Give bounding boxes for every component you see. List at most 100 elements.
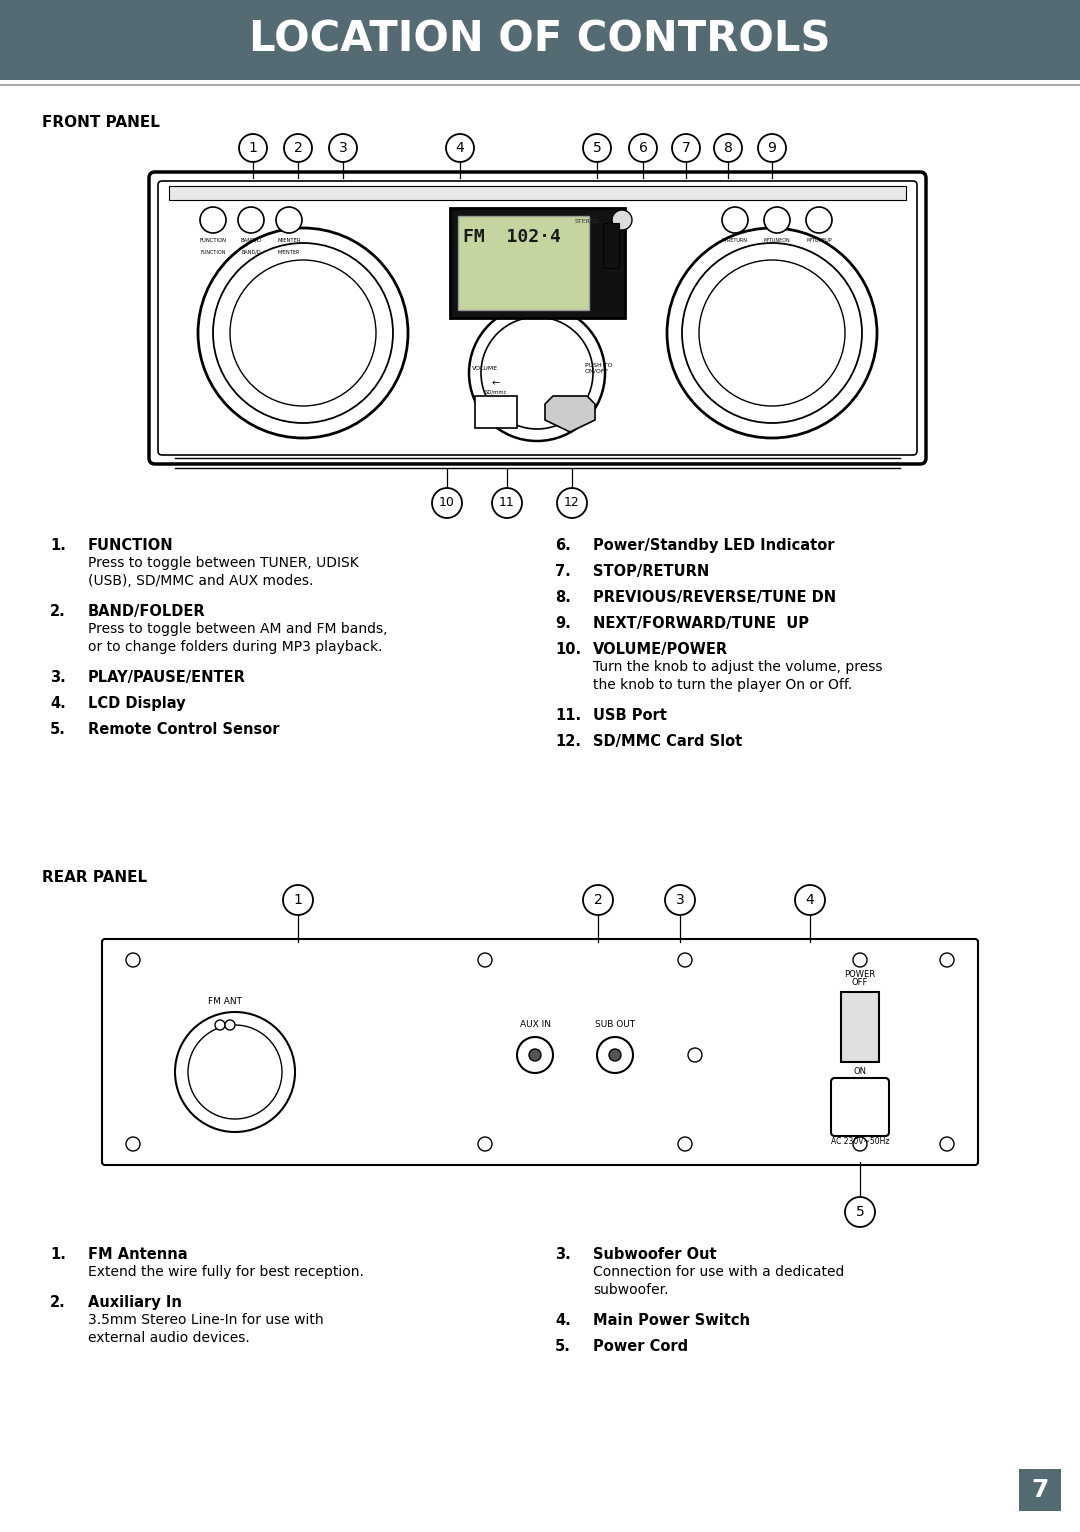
Text: BAND/D: BAND/D (241, 237, 261, 244)
Circle shape (230, 260, 376, 406)
Text: 4.: 4. (50, 696, 66, 711)
Text: 10: 10 (440, 496, 455, 510)
Circle shape (446, 133, 474, 162)
Text: FUNCTION: FUNCTION (87, 538, 174, 553)
Bar (450, 208, 625, 319)
Circle shape (175, 1013, 295, 1132)
Text: FM  102·4: FM 102·4 (463, 228, 561, 247)
Circle shape (213, 244, 393, 423)
Circle shape (612, 210, 632, 230)
Text: FUNCTION: FUNCTION (200, 250, 226, 254)
FancyBboxPatch shape (102, 939, 978, 1164)
Text: 7: 7 (681, 141, 690, 155)
Text: 9.: 9. (555, 616, 570, 631)
Text: 3.5mm Stereo Line-In for use with: 3.5mm Stereo Line-In for use with (87, 1313, 324, 1327)
Bar (1020, 1469, 1061, 1511)
Circle shape (723, 207, 748, 233)
Text: 2: 2 (594, 893, 603, 907)
Polygon shape (545, 395, 595, 432)
Text: 1: 1 (294, 893, 302, 907)
Text: 2.: 2. (50, 604, 66, 619)
Text: USB Port: USB Port (593, 708, 666, 723)
Text: OFF: OFF (852, 977, 868, 987)
Text: Remote Control Sensor: Remote Control Sensor (87, 722, 280, 737)
Text: 10.: 10. (555, 642, 581, 657)
Circle shape (699, 260, 845, 406)
Text: NEXT/FORWARD/TUNE  UP: NEXT/FORWARD/TUNE UP (593, 616, 809, 631)
Circle shape (481, 317, 593, 429)
Text: Power/Standby LED Indicator: Power/Standby LED Indicator (593, 538, 835, 553)
Text: external audio devices.: external audio devices. (87, 1331, 249, 1345)
Text: Auxiliary In: Auxiliary In (87, 1295, 181, 1310)
Circle shape (215, 1020, 225, 1030)
Text: FM ANT: FM ANT (208, 997, 242, 1007)
Text: 4: 4 (456, 141, 464, 155)
Circle shape (238, 207, 264, 233)
Circle shape (478, 1137, 492, 1151)
Text: Extend the wire fully for best reception.: Extend the wire fully for best reception… (87, 1265, 364, 1279)
Text: 9: 9 (768, 141, 777, 155)
Circle shape (432, 489, 462, 518)
Circle shape (665, 885, 696, 915)
Text: Press to toggle between TUNER, UDISK: Press to toggle between TUNER, UDISK (87, 556, 359, 570)
Text: Turn the knob to adjust the volume, press: Turn the knob to adjust the volume, pres… (593, 660, 882, 674)
Text: PLAY/PAUSE/ENTER: PLAY/PAUSE/ENTER (87, 669, 246, 685)
Text: 8.: 8. (555, 590, 571, 605)
Text: 4: 4 (806, 893, 814, 907)
Text: SUB OUT: SUB OUT (595, 1020, 635, 1030)
FancyBboxPatch shape (149, 172, 926, 464)
Circle shape (283, 885, 313, 915)
Bar (168, 185, 906, 201)
Circle shape (469, 305, 605, 441)
Text: BAND/D: BAND/D (241, 250, 260, 254)
Text: 7.: 7. (555, 564, 570, 579)
Text: Press to toggle between AM and FM bands,: Press to toggle between AM and FM bands, (87, 622, 388, 636)
Circle shape (284, 133, 312, 162)
Circle shape (853, 1137, 867, 1151)
Circle shape (492, 489, 522, 518)
Text: 1.: 1. (50, 538, 66, 553)
Circle shape (597, 1037, 633, 1072)
Bar (0, 0, 1080, 80)
Circle shape (806, 207, 832, 233)
Text: 5.: 5. (50, 722, 66, 737)
Circle shape (678, 953, 692, 967)
Text: 3: 3 (339, 141, 348, 155)
Circle shape (478, 953, 492, 967)
Text: Subwoofer Out: Subwoofer Out (593, 1247, 717, 1262)
Bar (475, 395, 517, 427)
Text: PREVIOUS/REVERSE/TUNE DN: PREVIOUS/REVERSE/TUNE DN (593, 590, 836, 605)
Circle shape (667, 228, 877, 438)
Text: 11.: 11. (555, 708, 581, 723)
Circle shape (529, 1049, 541, 1062)
Circle shape (609, 1049, 621, 1062)
Text: PUSH TO
ON/OFF: PUSH TO ON/OFF (585, 363, 612, 374)
Text: 3.: 3. (50, 669, 66, 685)
Circle shape (225, 1020, 235, 1030)
Circle shape (188, 1025, 282, 1118)
Circle shape (126, 953, 140, 967)
Text: 2: 2 (294, 141, 302, 155)
Text: Power Cord: Power Cord (593, 1339, 688, 1354)
Text: 1: 1 (248, 141, 257, 155)
Circle shape (557, 489, 588, 518)
Text: 5.: 5. (555, 1339, 571, 1354)
Text: 6: 6 (638, 141, 647, 155)
Text: 1.: 1. (50, 1247, 66, 1262)
Circle shape (629, 133, 657, 162)
Circle shape (940, 1137, 954, 1151)
Text: STEREO: STEREO (575, 219, 599, 224)
Text: BAND/FOLDER: BAND/FOLDER (87, 604, 205, 619)
Text: ON: ON (853, 1066, 866, 1075)
Text: FM Antenna: FM Antenna (87, 1247, 188, 1262)
Text: 5: 5 (593, 141, 602, 155)
Bar (458, 216, 589, 309)
Circle shape (714, 133, 742, 162)
FancyBboxPatch shape (158, 181, 917, 455)
Circle shape (517, 1037, 553, 1072)
Text: 7: 7 (1031, 1478, 1049, 1501)
Text: VOLUME: VOLUME (472, 366, 498, 371)
Text: LCD Display: LCD Display (87, 696, 186, 711)
Circle shape (329, 133, 357, 162)
Text: FUNCTION: FUNCTION (200, 237, 227, 244)
